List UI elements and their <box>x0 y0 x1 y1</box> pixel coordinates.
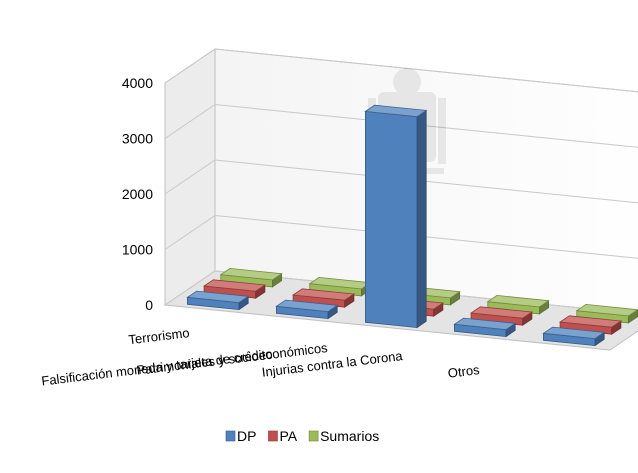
y-tick-label: 4000 <box>122 75 153 91</box>
bar-dp-2 <box>364 104 428 329</box>
bar-dp-3 <box>453 317 517 338</box>
legend-item: PA <box>268 428 298 444</box>
gridline <box>164 48 638 93</box>
gridline <box>164 103 638 148</box>
legend-swatch <box>268 430 278 442</box>
legend-label: Sumarios <box>320 428 379 444</box>
bar-dp-0 <box>186 290 250 311</box>
legend-item: DP <box>225 428 256 444</box>
legend-item: Sumarios <box>308 428 379 444</box>
legend-swatch <box>225 430 236 442</box>
bar-dp-4 <box>542 326 606 347</box>
bar-dp-1 <box>275 299 339 320</box>
y-tick-label: 0 <box>145 297 153 313</box>
gridline <box>164 214 638 259</box>
bar-sumarios-3 <box>486 294 550 315</box>
legend-label: DP <box>237 428 256 444</box>
bar-sumarios-0 <box>219 267 283 288</box>
bar-pa-0 <box>202 279 267 299</box>
category-label: Otros <box>447 362 481 381</box>
y-tick-label: 1000 <box>122 242 153 258</box>
gridlines <box>164 48 638 315</box>
legend-label: PA <box>279 428 297 444</box>
legend: DP PA Sumarios <box>225 428 379 444</box>
bar-pa-3 <box>469 306 534 326</box>
y-tick-label: 3000 <box>122 131 153 147</box>
gridline <box>164 159 638 204</box>
category-label: Terrorismo <box>128 325 191 347</box>
y-tick-label: 2000 <box>122 186 153 202</box>
bars <box>186 104 638 347</box>
y-axis-tick-labels: 0 1000 2000 3000 4000 <box>122 75 153 313</box>
legend-swatch <box>308 430 319 442</box>
bar-pa-1 <box>291 288 356 308</box>
